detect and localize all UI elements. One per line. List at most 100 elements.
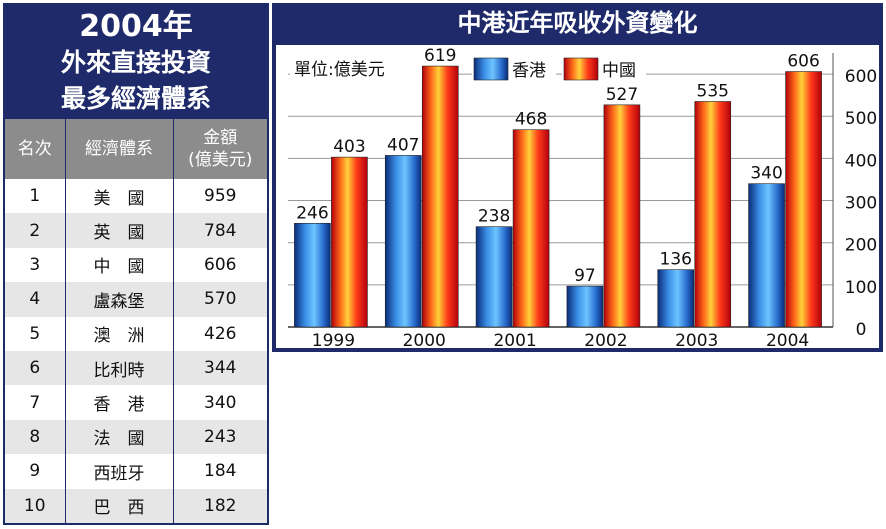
data-label: 619 (424, 46, 456, 66)
economy-cell: 澳 洲 (65, 316, 174, 351)
data-label: 527 (606, 85, 638, 105)
economy-cell: 中 國 (65, 247, 174, 283)
economy-cell: 英 國 (65, 213, 174, 248)
data-label: 606 (787, 52, 819, 72)
economy-cell: 法 國 (65, 419, 174, 455)
plot-background (288, 53, 833, 327)
amount-cell: 570 (173, 282, 267, 317)
rank-cell: 6 (5, 350, 66, 386)
data-label: 468 (515, 110, 547, 130)
table-row: 10 巴 西 182 (5, 488, 267, 523)
ranking-title: 2004年 外來直接投資 最多經濟體系 (5, 5, 267, 119)
amount-cell: 959 (204, 186, 237, 207)
y-tick-label: 200 (845, 236, 877, 256)
data-label: 535 (697, 81, 729, 101)
x-tick-label: 2000 (403, 331, 446, 348)
economy-cell: 西班牙 (65, 454, 174, 489)
bar-hongkong-2003 (657, 269, 695, 328)
table-row: 6 比利時 344 (5, 350, 267, 386)
legend-label-china: 中國 (602, 61, 636, 81)
amount-cell: 606 (204, 254, 237, 275)
economy-cell: 香 港 (65, 385, 174, 420)
table-row: 4 盧森堡 570 (5, 282, 267, 317)
y-tick-label: 300 (845, 194, 877, 214)
rank-cell: 8 (5, 419, 66, 455)
chart-title: 中港近年吸收外資變化 (457, 9, 698, 37)
legend-swatch-china (563, 57, 599, 81)
amount-cell: 184 (204, 461, 237, 482)
x-tick-label: 2002 (584, 331, 627, 348)
legend-swatch-hongkong (473, 57, 509, 81)
bar-hongkong-2002 (566, 285, 604, 328)
unit-label: 單位:億美元 (294, 60, 385, 80)
rank-cell: 4 (5, 282, 66, 317)
data-label: 136 (660, 250, 692, 270)
ranking-header-row: 名次 經濟體系 金額 (億美元) (5, 119, 267, 179)
data-label: 340 (750, 164, 782, 184)
chart-area: 0 100 200 300 400 500 600 246 403 1999 407 619 2000 2… (276, 45, 879, 348)
bar-china-2001 (512, 129, 550, 328)
bar-hongkong-2004 (748, 183, 785, 328)
table-row: 9 西班牙 184 (5, 454, 267, 489)
y-tick-label: 600 (845, 67, 877, 87)
y-tick-label: 500 (845, 109, 877, 129)
economy-cell: 巴 西 (65, 488, 174, 523)
data-label: 407 (387, 135, 419, 155)
data-label: 97 (574, 266, 596, 286)
unit-label-bg (290, 55, 422, 81)
amount-cell: 340 (204, 392, 237, 413)
rank-cell: 7 (5, 385, 66, 420)
amount-cell: 426 (204, 323, 237, 344)
amount-cell: 784 (173, 213, 267, 248)
chart-panel: 中港近年吸收外資變化 0 100 200 300 400 500 600 246 403 1999… (272, 3, 883, 352)
ranking-title-year: 2004年 (79, 9, 193, 44)
y-tick-label: 100 (845, 278, 877, 298)
data-label: 246 (296, 203, 328, 223)
amount-cell: 243 (173, 419, 267, 455)
bar-china-2004 (785, 71, 822, 328)
bar-hongkong-2001 (475, 226, 513, 328)
bar-china-2002 (603, 104, 641, 328)
bar-chart: 0 100 200 300 400 500 600 246 403 1999 407 619 2000 2… (288, 46, 877, 348)
header-amount-line2: (億美元) (188, 150, 253, 170)
x-tick-label: 2001 (493, 331, 536, 348)
y-tick-label: 0 (856, 320, 867, 340)
amount-cell: 182 (173, 488, 267, 523)
rank-cell: 2 (5, 213, 66, 248)
ranking-title-line2: 外來直接投資 (60, 48, 211, 77)
bar-china-2003 (694, 101, 732, 328)
y-tick-label: 400 (845, 151, 877, 171)
economy-cell: 比利時 (65, 350, 174, 386)
rank-cell: 1 (5, 179, 66, 214)
ranking-title-line3: 最多經濟體系 (60, 84, 211, 113)
header-amount-line1: 金額 (203, 128, 238, 148)
data-label: 238 (478, 207, 510, 227)
rank-cell: 5 (5, 316, 66, 351)
header-economy: 經濟體系 (65, 119, 174, 179)
bar-hongkong-2000 (384, 155, 422, 328)
rank-cell: 9 (5, 454, 66, 489)
amount-cell: 344 (173, 350, 267, 386)
bar-china-1999 (331, 156, 368, 328)
header-rank: 名次 (5, 119, 66, 179)
bar-hongkong-1999 (294, 223, 331, 328)
rank-cell: 3 (5, 247, 66, 283)
x-tick-label: 1999 (312, 331, 355, 348)
header-amount: 金額 (億美元) (173, 119, 267, 179)
legend-label-hongkong: 香港 (512, 61, 546, 81)
economy-cell: 美 國 (65, 179, 174, 214)
rank-cell: 10 (5, 488, 66, 523)
bar-china-2000 (421, 65, 459, 328)
data-label: 403 (333, 137, 365, 157)
x-tick-label: 2004 (766, 331, 809, 348)
economy-cell: 盧森堡 (65, 282, 174, 317)
